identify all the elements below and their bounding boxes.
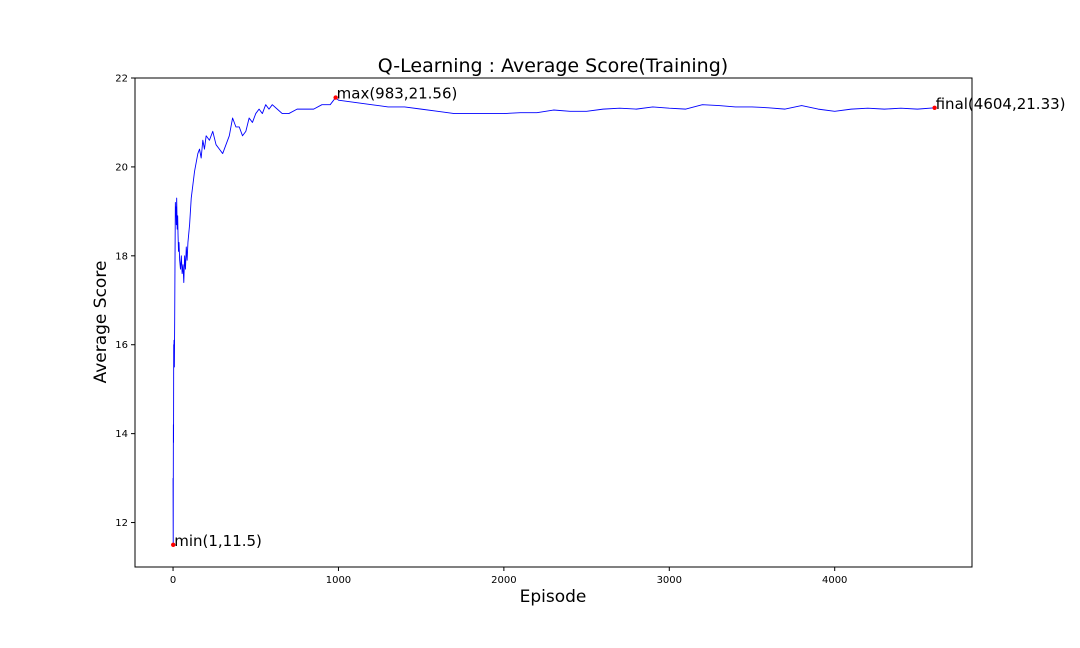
y-tick-label: 16	[115, 340, 128, 351]
series-line	[172, 97, 935, 546]
x-tick-label: 1000	[326, 575, 351, 586]
annotation-label: final(4604,21.33)	[936, 95, 1066, 113]
annotation-label: min(1,11.5)	[174, 532, 262, 550]
y-axis-label: Average Score	[91, 261, 111, 384]
annotation-marker	[333, 95, 338, 100]
y-tick-label: 18	[115, 251, 128, 262]
x-tick-label: 2000	[491, 575, 516, 586]
x-tick-label: 3000	[657, 575, 682, 586]
x-tick-label: 0	[170, 575, 176, 586]
y-tick-label: 14	[115, 429, 128, 440]
annotation-marker	[932, 105, 937, 110]
y-tick-label: 22	[115, 74, 128, 85]
y-tick-label: 20	[115, 162, 128, 173]
annotations: min(1,11.5) max(983,21.56) final(4604,21.3…	[171, 85, 1066, 550]
annotation-marker	[171, 542, 176, 547]
x-axis: 0 1000 2000 3000 4000	[170, 567, 847, 586]
x-tick-label: 4000	[822, 575, 847, 586]
y-axis: 12 14 16 18 20 22	[115, 74, 135, 529]
y-tick-label: 12	[115, 518, 128, 529]
chart-title: Q-Learning : Average Score(Training)	[378, 55, 728, 77]
x-axis-label: Episode	[520, 587, 587, 607]
annotation-label: max(983,21.56)	[337, 85, 458, 103]
plot-area-frame	[134, 77, 973, 568]
